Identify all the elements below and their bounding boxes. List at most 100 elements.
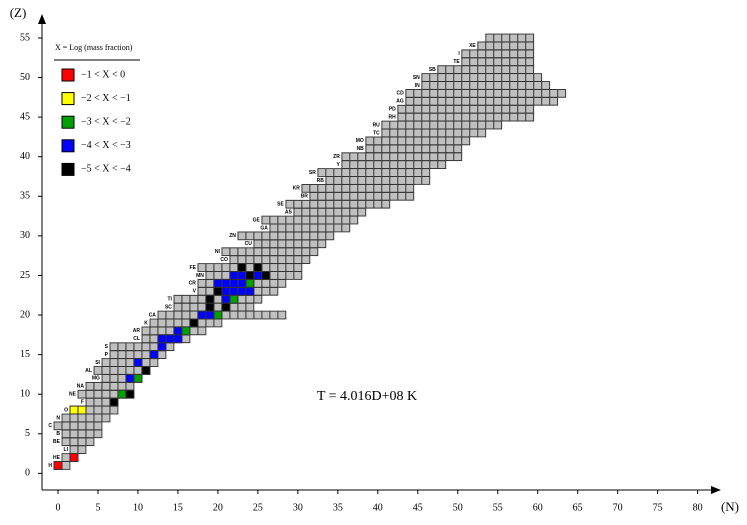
legend-label: −4 < X < −3 [81,140,131,151]
nuclide-row [405,96,559,106]
nuclide-row [325,176,431,185]
x-tick-label: 5 [95,502,100,513]
abundance-cell [261,271,271,280]
abundance-cell [213,278,223,288]
nuclide-row [437,65,535,74]
element-label: MO [356,138,364,144]
nuclide-row [229,255,311,264]
element-label: TE [453,59,460,65]
element-label: RU [373,122,381,128]
nuclide-row [101,358,159,367]
legend-title: X = Log (mass fraction) [55,43,133,52]
abundance-cell [149,350,159,360]
element-label: NB [357,146,365,152]
abundance-cell [229,294,239,304]
element-label: PD [389,107,396,113]
nuclide-row [197,263,303,272]
element-label: O [64,407,68,413]
abundance-cell [237,271,247,280]
element-label: CU [245,241,253,247]
abundance-cell [205,294,215,304]
nuclide-row [269,223,351,233]
abundance-cell [229,278,239,288]
abundance-cell [205,310,215,320]
nuclide-row [61,413,111,423]
element-label: N [56,415,60,421]
x-tick-label: 70 [613,502,623,513]
element-label: BE [53,439,61,445]
element-label: NI [215,249,221,255]
abundance-cell [109,397,119,407]
abundance-cell [213,286,223,296]
element-label: CO [220,257,228,263]
legend-swatch [61,92,75,106]
abundance-cell [237,286,247,296]
x-tick-label: 55 [493,502,503,513]
y-tick-label: 35 [20,191,30,202]
element-label: CD [397,91,405,97]
x-tick-label: 15 [173,502,183,513]
legend-label: −2 < X < −1 [81,93,131,104]
element-label: NA [77,384,85,390]
abundance-cell [157,342,167,352]
nuclide-row [173,294,263,304]
nuclide-row [365,144,463,154]
nuclide-row [421,73,543,82]
legend-label: −5 < X < −4 [81,164,131,175]
abundance-cell [173,326,183,336]
nuclide-row [365,136,471,146]
element-label: ZN [229,233,236,239]
abundance-cell [165,334,175,344]
annotation: T = 4.016D+08 K [317,389,417,404]
element-label: LI [64,447,69,453]
nuclide-row [69,445,87,454]
abundance-cell [245,278,255,288]
nuclide-row [261,215,359,225]
y-axis-label: (Z) [10,5,27,20]
element-label: P [105,352,109,358]
element-label: XE [469,43,476,49]
element-label: F [81,399,84,405]
nuclide-row [301,184,415,193]
nuclide-row [381,128,487,138]
nuclide-row [397,104,535,114]
abundance-cell [245,271,255,280]
x-tick-label: 45 [413,502,423,513]
element-label: AR [133,328,141,334]
abundance-cell [133,373,143,383]
nuclide-row [53,421,103,431]
legend-swatch [61,162,75,176]
abundance-cell [117,389,127,399]
legend-label: −3 < X < −2 [81,116,131,127]
element-label: H [48,463,52,469]
x-tick-label: 25 [253,502,263,513]
abundance-cell [253,271,263,280]
element-label: MN [196,273,204,279]
y-tick-label: 50 [20,72,30,83]
abundance-cell [189,318,199,328]
x-tick-label: 50 [453,502,463,513]
element-label: TI [167,297,172,303]
x-tick-label: 60 [533,502,543,513]
abundance-cell [221,286,231,296]
element-label: C [48,423,52,429]
nuclide-row [421,81,551,90]
nuclide-row [477,41,535,51]
x-tick-label: 80 [693,502,703,513]
element-label: GA [260,225,268,231]
abundance-cell [221,294,231,304]
x-tick-label: 30 [293,502,303,513]
element-label: HE [53,455,61,461]
nuclide-row [253,239,327,249]
abundance-cell [237,263,247,273]
element-label: SB [429,67,436,73]
element-label: GE [253,217,261,223]
legend-swatch [61,115,75,129]
element-label: AS [285,209,293,215]
nuclide-row [61,429,103,439]
abundance-cell [77,405,87,415]
y-tick-label: 5 [25,428,30,439]
nuclide-row [341,152,463,162]
x-tick-label: 35 [333,502,343,513]
